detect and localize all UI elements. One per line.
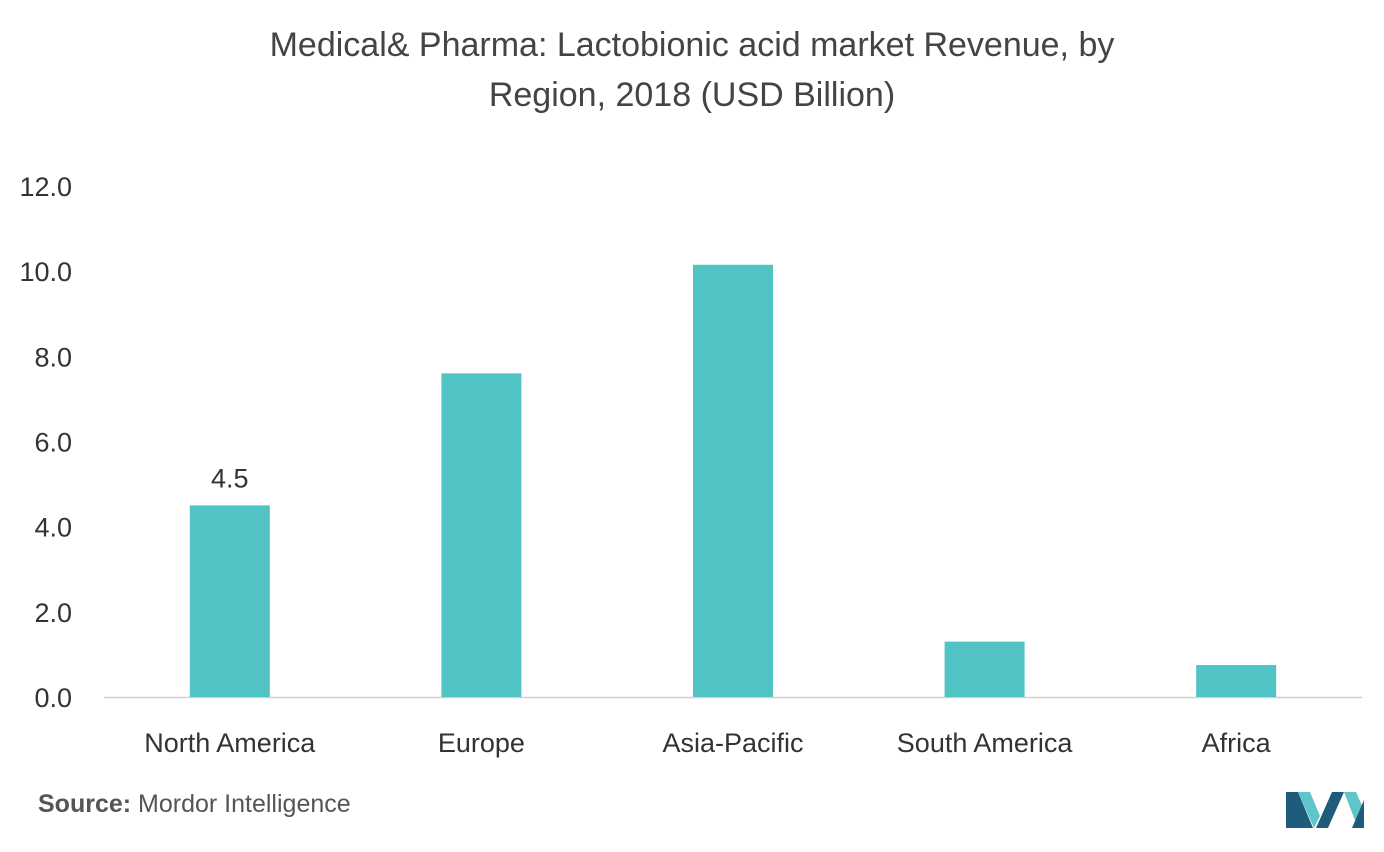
x-category-label: Asia-Pacific [662, 728, 803, 758]
x-category-label: South America [897, 728, 1074, 758]
y-tick-label: 4.0 [34, 513, 72, 543]
y-tick-label: 6.0 [34, 428, 72, 458]
y-tick-label: 10.0 [19, 257, 72, 287]
x-category-label: Europe [438, 728, 525, 758]
y-tick-label: 12.0 [19, 172, 72, 202]
y-tick-label: 8.0 [34, 342, 72, 372]
chart-title-line-2: Region, 2018 (USD Billion) [488, 76, 896, 114]
bar [944, 641, 1025, 697]
y-tick-label: 0.0 [34, 683, 72, 713]
source-label: Source: [38, 790, 132, 818]
bar [1196, 665, 1277, 697]
x-category-label: North America [144, 728, 316, 758]
y-tick-label: 2.0 [34, 598, 72, 628]
bar-data-label: 4.5 [211, 463, 249, 493]
source-note: Source: Mordor Intelligence [38, 790, 351, 819]
chart-title-line-1: Medical& Pharma: Lactobionic acid market… [269, 26, 1115, 64]
bar [189, 505, 270, 697]
x-category-label: Africa [1202, 728, 1272, 758]
bar [693, 264, 773, 697]
bar [441, 373, 522, 697]
mordor-intelligence-logo-icon [1286, 792, 1364, 828]
source-text: Mordor Intelligence [138, 790, 351, 818]
